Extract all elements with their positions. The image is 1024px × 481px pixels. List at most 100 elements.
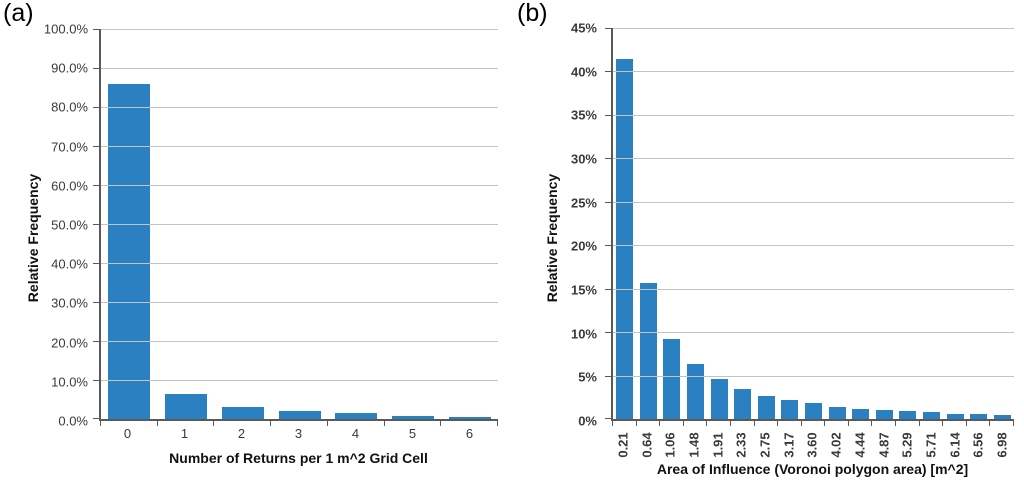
bar-slot — [967, 28, 991, 419]
x-tick-mark — [753, 421, 755, 426]
x-tick-slot: 0 — [99, 427, 156, 442]
bar — [165, 394, 208, 419]
gridline — [613, 245, 1014, 247]
bar — [805, 403, 823, 419]
y-tick-label: 0.0% — [58, 413, 88, 429]
y-tick-mark — [605, 245, 611, 247]
bar — [852, 408, 870, 419]
gridline — [101, 68, 498, 69]
bar-slot — [101, 29, 158, 419]
bar — [710, 379, 728, 419]
y-tick-label: 25% — [570, 195, 597, 211]
bar — [899, 411, 917, 419]
bar-slot — [707, 28, 731, 419]
x-tick-mark — [895, 421, 897, 426]
x-tick-slot: 2.75 — [753, 426, 777, 464]
bars-layer-a — [101, 29, 498, 419]
x-tick-mark — [213, 421, 215, 426]
x-tick-slot: 3 — [270, 427, 327, 442]
bar-slot — [849, 28, 873, 419]
x-tick-slot: 0.64 — [635, 426, 659, 464]
x-tick-label: 5.29 — [899, 432, 915, 458]
x-tick-slot: 4.44 — [848, 426, 872, 464]
x-tick-label: 6.98 — [994, 432, 1010, 458]
x-tick-label: 6 — [465, 426, 474, 441]
bar-slot — [896, 28, 920, 419]
x-tick-mark — [729, 421, 731, 426]
y-tick-mark — [605, 201, 611, 203]
x-tick-label: 5.71 — [923, 432, 939, 458]
x-tick-slot: 5.71 — [919, 426, 943, 464]
x-tick-label: 3.60 — [804, 432, 820, 458]
bar — [639, 282, 657, 419]
y-tick-label: 5% — [578, 369, 597, 385]
x-tick-slot: 5 — [384, 427, 441, 442]
x-tick-slot: 1.06 — [658, 426, 682, 464]
y-tick-label: 35% — [570, 107, 597, 123]
bar-slot — [328, 29, 385, 419]
x-tick-mark — [1013, 421, 1014, 426]
x-axis-title-a: Number of Returns per 1 m^2 Grid Cell — [169, 450, 428, 466]
x-tick-label: 2.75 — [757, 432, 773, 458]
panel-label-b: (b) — [517, 0, 548, 27]
y-tick-mark — [605, 375, 611, 377]
y-tick-label: 20.0% — [51, 335, 88, 351]
y-tick-label: 30.0% — [51, 295, 88, 311]
bar-slot — [825, 28, 849, 419]
bar — [108, 83, 151, 419]
x-tick-mark — [824, 421, 826, 426]
x-tick-label: 0.64 — [639, 432, 655, 458]
bar-slot — [158, 29, 215, 419]
x-tick-label: 4.44 — [852, 432, 868, 458]
x-tick-mark — [942, 421, 944, 426]
x-tick-mark — [440, 421, 442, 426]
gridline — [613, 71, 1014, 73]
y-tick-mark — [605, 114, 611, 116]
x-axis-title-b: Area of Influence (Voronoi polygon area)… — [656, 461, 969, 477]
bar-slot — [943, 28, 967, 419]
x-tick-mark — [706, 421, 708, 426]
x-tick-mark — [497, 421, 498, 426]
x-tick-mark — [156, 421, 158, 426]
y-tick-label: 45% — [570, 20, 597, 36]
gridline — [613, 114, 1014, 116]
bar — [616, 59, 634, 419]
x-tick-label: 3 — [294, 426, 303, 441]
x-tick-slot: 3.60 — [801, 426, 825, 464]
y-tick-mark — [605, 332, 611, 334]
bar — [993, 414, 1011, 419]
y-tick-label: 10.0% — [51, 374, 88, 390]
y-tick-mark — [93, 302, 99, 303]
bar — [687, 364, 705, 419]
y-tick-label: 40.0% — [51, 256, 88, 272]
x-tick-slot: 3.17 — [777, 426, 801, 464]
bar-slot — [755, 28, 779, 419]
bar-slot — [802, 28, 826, 419]
x-tick-slot: 0.21 — [611, 426, 635, 464]
y-tick-mark — [605, 288, 611, 290]
x-axis-tick-labels-b: 0.21 0.64 1.06 1.48 1.91 2.33 2.75 3.17 3.60 4.02… — [611, 426, 1014, 464]
bar-slot — [873, 28, 897, 419]
bar-slot — [920, 28, 944, 419]
gridline — [101, 380, 498, 381]
y-tick-mark — [93, 341, 99, 342]
x-tick-slot: 1.48 — [682, 426, 706, 464]
x-tick-mark — [847, 421, 849, 426]
x-tick-label: 6.14 — [947, 432, 963, 458]
gridline — [101, 341, 498, 342]
x-tick-label: 2 — [237, 426, 246, 441]
bar — [734, 389, 752, 419]
x-tick-slot: 4.02 — [824, 426, 848, 464]
x-tick-slot: 6.14 — [943, 426, 967, 464]
bar-slot — [271, 29, 328, 419]
gridline — [101, 224, 498, 225]
bar-slot — [385, 29, 442, 419]
x-tick-mark — [965, 421, 967, 426]
y-tick-mark — [93, 29, 99, 30]
x-tick-mark — [871, 421, 873, 426]
bar-slot — [637, 28, 661, 419]
bar — [663, 339, 681, 419]
x-tick-mark — [918, 421, 920, 426]
x-tick-slot: 2 — [213, 427, 270, 442]
